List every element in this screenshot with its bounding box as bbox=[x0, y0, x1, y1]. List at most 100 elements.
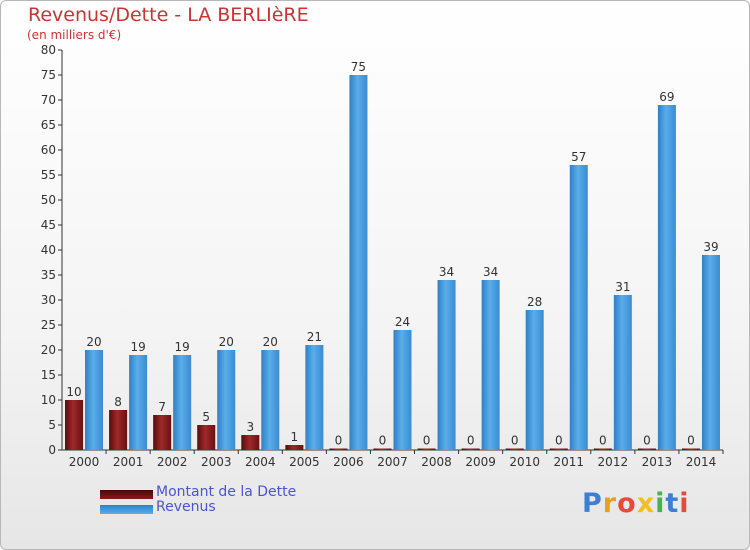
bar-debt bbox=[637, 448, 656, 450]
x-tick-label: 2012 bbox=[598, 455, 629, 469]
bar-debt-label: 0 bbox=[379, 434, 387, 448]
bar-revenus-label: 24 bbox=[395, 315, 410, 329]
bar-debt bbox=[593, 448, 612, 450]
y-tick-label: 5 bbox=[48, 418, 56, 432]
logo-letter: o bbox=[617, 488, 637, 519]
bar-debt-label: 0 bbox=[643, 434, 651, 448]
bar-debt-label: 0 bbox=[511, 434, 519, 448]
chart-subtitle: (en milliers d'€) bbox=[27, 28, 122, 42]
bar-revenus-label: 21 bbox=[307, 330, 322, 344]
bar-debt-label: 7 bbox=[158, 400, 166, 414]
x-tick-label: 2006 bbox=[333, 455, 364, 469]
bar-revenus-label: 28 bbox=[527, 295, 542, 309]
y-tick-label: 80 bbox=[41, 43, 56, 57]
x-tick-label: 2005 bbox=[289, 455, 320, 469]
y-tick-label: 35 bbox=[41, 268, 56, 282]
legend-swatch-revenus bbox=[100, 505, 153, 514]
y-axis: 0 5 10 15 20 25 30 35 40 45 50 55 60 65 70 75 80 bbox=[41, 43, 63, 457]
bars bbox=[65, 75, 720, 450]
bar-debt-label: 10 bbox=[66, 385, 81, 399]
x-tick-label: 2001 bbox=[113, 455, 144, 469]
legend-label-debt: Montant de la Dette bbox=[156, 484, 297, 500]
bar-revenus bbox=[349, 75, 368, 450]
bar-debt bbox=[241, 435, 260, 450]
y-tick-label: 25 bbox=[41, 318, 56, 332]
bar-revenus-label: 34 bbox=[439, 265, 454, 279]
bar-debt-label: 0 bbox=[467, 434, 475, 448]
x-tick-label: 2011 bbox=[553, 455, 584, 469]
x-tick-label: 2003 bbox=[201, 455, 232, 469]
bar-debt bbox=[153, 415, 172, 450]
bar-debt-label: 3 bbox=[246, 420, 254, 434]
bar-revenus-label: 20 bbox=[219, 335, 234, 349]
bar-revenus bbox=[85, 350, 104, 450]
y-tick-label: 30 bbox=[41, 293, 56, 307]
bar-revenus-label: 31 bbox=[615, 280, 630, 294]
bar-revenus bbox=[481, 280, 500, 450]
bar-debt-label: 0 bbox=[599, 434, 607, 448]
x-tick-label: 2000 bbox=[69, 455, 100, 469]
bar-revenus bbox=[657, 105, 676, 450]
y-tick-label: 50 bbox=[41, 193, 56, 207]
bar-debt bbox=[461, 448, 480, 450]
bar-debt-label: 5 bbox=[202, 410, 210, 424]
bar-debt bbox=[329, 448, 348, 450]
x-tick-label: 2009 bbox=[465, 455, 496, 469]
y-tick-label: 15 bbox=[41, 368, 56, 382]
bar-revenus-label: 19 bbox=[175, 340, 190, 354]
bar-revenus-label: 39 bbox=[703, 240, 718, 254]
data-labels: 10 20 8 19 7 19 5 20 3 20 1 21 0 75 0 24 0 34 0 34 0 28 0 57 0 31… bbox=[66, 60, 718, 448]
bar-revenus bbox=[525, 310, 544, 450]
chart-title: Revenus/Dette - LA BERLIèRE bbox=[28, 4, 309, 26]
bar-revenus bbox=[437, 280, 456, 450]
bar-debt bbox=[197, 425, 216, 450]
bar-revenus bbox=[129, 355, 148, 450]
x-tick-label: 2002 bbox=[157, 455, 188, 469]
logo-letter: P bbox=[582, 488, 603, 519]
proxiti-logo: Proxiti bbox=[582, 488, 690, 519]
bar-revenus-label: 19 bbox=[130, 340, 145, 354]
bar-debt-label: 0 bbox=[555, 434, 563, 448]
x-tick-label: 2008 bbox=[421, 455, 452, 469]
bar-revenus bbox=[217, 350, 236, 450]
y-tick-label: 55 bbox=[41, 168, 56, 182]
y-tick-label: 40 bbox=[41, 243, 56, 257]
bar-revenus bbox=[393, 330, 412, 450]
y-tick-label: 75 bbox=[41, 68, 56, 82]
bar-revenus bbox=[261, 350, 280, 450]
y-tick-label: 70 bbox=[41, 93, 56, 107]
bar-debt bbox=[109, 410, 128, 450]
logo-letter: x bbox=[636, 488, 656, 519]
bar-revenus-label: 20 bbox=[263, 335, 278, 349]
bar-debt-label: 0 bbox=[335, 434, 343, 448]
y-tick-label: 45 bbox=[41, 218, 56, 232]
y-tick-label: 20 bbox=[41, 343, 56, 357]
logo-letter: r bbox=[602, 488, 618, 519]
bar-debt bbox=[285, 445, 304, 450]
x-tick-label: 2014 bbox=[686, 455, 717, 469]
bar-debt bbox=[417, 448, 436, 450]
bar-revenus-label: 20 bbox=[86, 335, 101, 349]
y-tick-label: 10 bbox=[41, 393, 56, 407]
bar-debt-label: 0 bbox=[423, 434, 431, 448]
bar-debt-label: 8 bbox=[114, 395, 122, 409]
bar-debt bbox=[549, 448, 568, 450]
bar-revenus-label: 69 bbox=[659, 90, 674, 104]
bar-revenus-label: 34 bbox=[483, 265, 498, 279]
x-tick-label: 2013 bbox=[642, 455, 673, 469]
x-tick-label: 2004 bbox=[245, 455, 276, 469]
bar-revenus bbox=[613, 295, 632, 450]
bar-debt bbox=[373, 448, 392, 450]
bar-revenus bbox=[305, 345, 324, 450]
y-tick-label: 60 bbox=[41, 143, 56, 157]
logo-letter: t bbox=[665, 488, 680, 519]
legend-label-revenus: Revenus bbox=[156, 499, 216, 515]
bar-debt-label: 1 bbox=[291, 430, 299, 444]
bar-debt-label: 0 bbox=[687, 434, 695, 448]
y-tick-label: 0 bbox=[48, 443, 56, 457]
x-axis: 2000 2001 2002 2003 2004 2005 2006 2007 2008 2009… bbox=[62, 449, 724, 469]
x-tick-label: 2007 bbox=[377, 455, 408, 469]
bar-revenus bbox=[173, 355, 192, 450]
